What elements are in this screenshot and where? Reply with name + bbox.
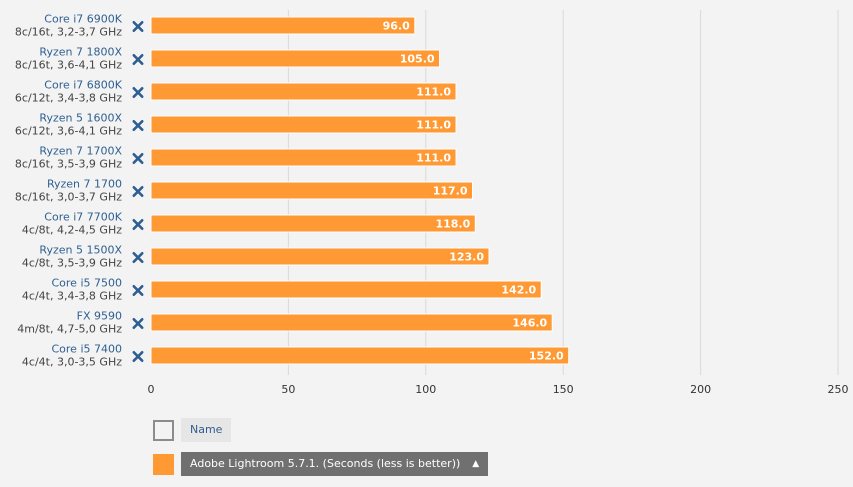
bar-value-label: 105.0 xyxy=(400,53,435,66)
category-name-label: Ryzen 5 1600X xyxy=(39,112,122,125)
legend-series-sort-button[interactable]: Adobe Lightroom 5.7.1. (Seconds (less is… xyxy=(181,452,489,476)
category-spec-label: 6c/12t, 3,6-4,1 GHz xyxy=(15,125,122,138)
close-icon[interactable] xyxy=(132,153,144,164)
category-spec-label: 4c/4t, 3,4-3,8 GHz xyxy=(22,290,122,303)
bar[interactable] xyxy=(150,49,441,68)
bar[interactable] xyxy=(150,313,553,332)
x-tick-label: 0 xyxy=(148,383,155,396)
x-tick-label: 150 xyxy=(553,383,574,396)
close-icon[interactable] xyxy=(132,252,144,264)
bar-value-label: 146.0 xyxy=(512,317,547,330)
bar-value-label: 123.0 xyxy=(449,251,484,264)
close-icon[interactable] xyxy=(132,219,144,230)
category-spec-label: 8c/16t, 3,0-3,7 GHz xyxy=(15,191,122,204)
category-spec-label: 4c/4t, 3,0-3,5 GHz xyxy=(22,356,122,369)
bar[interactable] xyxy=(150,82,457,101)
bar-value-label: 111.0 xyxy=(416,119,451,132)
bar-value-label: 117.0 xyxy=(433,185,468,198)
bar[interactable] xyxy=(150,16,416,35)
category-spec-label: 8c/16t, 3,2-3,7 GHz xyxy=(15,26,122,39)
bar[interactable] xyxy=(150,280,542,299)
bar[interactable] xyxy=(150,346,570,365)
category-spec-label: 8c/16t, 3,5-3,9 GHz xyxy=(15,158,122,171)
bar[interactable] xyxy=(150,214,476,233)
bar[interactable] xyxy=(150,247,490,266)
category-name-label: Ryzen 7 1700 xyxy=(47,178,122,191)
legend-name-row: Name xyxy=(153,418,232,442)
close-icon[interactable] xyxy=(132,87,144,98)
bar[interactable] xyxy=(150,181,474,200)
bar-value-label: 111.0 xyxy=(416,152,451,165)
close-icon[interactable] xyxy=(132,120,144,131)
close-icon[interactable] xyxy=(132,317,144,330)
bar-value-label: 142.0 xyxy=(501,284,536,297)
category-name-label: Core i7 7700K xyxy=(44,211,123,224)
category-spec-label: 8c/16t, 3,6-4,1 GHz xyxy=(15,59,122,72)
bar-value-label: 118.0 xyxy=(435,218,470,231)
close-icon[interactable] xyxy=(132,350,144,363)
category-name-label: Ryzen 7 1700X xyxy=(39,145,122,158)
category-name-label: Core i5 7500 xyxy=(51,277,122,290)
legend-name-checkbox[interactable] xyxy=(153,419,174,441)
sort-ascending-icon: ▲ xyxy=(472,459,480,469)
bar[interactable] xyxy=(150,115,457,134)
x-tick-label: 250 xyxy=(828,383,849,396)
category-spec-label: 4c/8t, 3,5-3,9 GHz xyxy=(22,257,122,270)
category-name-label: Ryzen 5 1500X xyxy=(39,244,122,257)
category-spec-label: 4m/8t, 4,7-5,0 GHz xyxy=(17,323,122,336)
legend-series-label: Adobe Lightroom 5.7.1. (Seconds (less is… xyxy=(190,457,461,470)
close-icon[interactable] xyxy=(132,53,144,66)
legend-series-row: Adobe Lightroom 5.7.1. (Seconds (less is… xyxy=(153,452,489,476)
bar[interactable] xyxy=(150,148,457,167)
x-tick-label: 200 xyxy=(690,383,711,396)
bar-value-label: 111.0 xyxy=(416,86,451,99)
x-tick-label: 50 xyxy=(281,383,295,396)
close-icon[interactable] xyxy=(132,284,144,297)
category-spec-label: 6c/12t, 3,4-3,8 GHz xyxy=(15,92,122,105)
legend-name-label[interactable]: Name xyxy=(181,418,232,442)
category-name-label: FX 9590 xyxy=(77,310,122,323)
category-name-label: Core i5 7400 xyxy=(51,343,122,356)
close-icon[interactable] xyxy=(132,186,144,197)
bar-value-label: 96.0 xyxy=(383,20,410,33)
category-spec-label: 4c/8t, 4,2-4,5 GHz xyxy=(22,224,122,237)
category-name-label: Core i7 6800K xyxy=(44,79,123,92)
category-name-label: Ryzen 7 1800X xyxy=(39,46,122,59)
bar-value-label: 152.0 xyxy=(529,350,564,363)
legend-series-swatch[interactable] xyxy=(153,453,174,475)
category-name-label: Core i7 6900K xyxy=(44,13,123,26)
x-tick-label: 100 xyxy=(415,383,436,396)
close-icon[interactable] xyxy=(132,20,144,33)
